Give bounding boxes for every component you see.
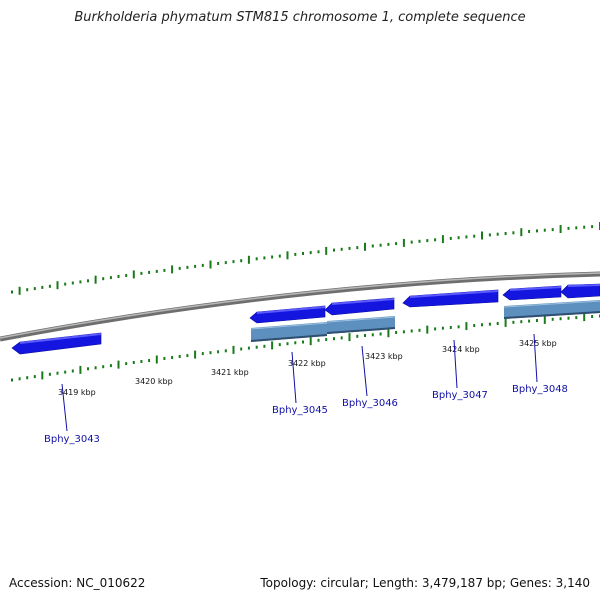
topology-summary: Topology: circular; Length: 3,479,187 bp… — [260, 576, 590, 590]
upper-tick-track — [11, 222, 600, 295]
gene-label-bphy-3047[interactable]: Bphy_3047 — [432, 390, 488, 401]
gene-arrow-next[interactable] — [560, 283, 600, 299]
gene-label-bphy-3045[interactable]: Bphy_3045 — [272, 405, 328, 416]
gene-arrow-bphy-3047[interactable] — [402, 289, 499, 308]
kbp-label-3424: 3424 kbp — [442, 345, 480, 354]
kbp-label-3420: 3420 kbp — [135, 377, 173, 386]
map-title: Burkholderia phymatum STM815 chromosome … — [74, 10, 526, 25]
accession-label: Accession: NC_010622 — [9, 576, 146, 590]
gene-arrow-bphy-3043[interactable] — [11, 332, 102, 355]
gene-track — [11, 283, 600, 355]
chromosome-backbone — [0, 271, 600, 342]
kbp-label-3422: 3422 kbp — [288, 359, 326, 368]
kbp-label-3425: 3425 kbp — [519, 339, 557, 348]
kbp-label-3421: 3421 kbp — [211, 368, 249, 377]
gene-label-bphy-3043[interactable]: Bphy_3043 — [44, 434, 100, 445]
gene-label-bphy-3046[interactable]: Bphy_3046 — [342, 398, 398, 409]
gene-label-bphy-3048[interactable]: Bphy_3048 — [512, 384, 568, 395]
kbp-label-3419: 3419 kbp — [58, 388, 96, 397]
gene-leader-lines — [61, 333, 538, 432]
kbp-label-3423: 3423 kbp — [365, 352, 403, 361]
gene-arrow-bphy-3045[interactable] — [249, 305, 326, 324]
lower-tick-track — [11, 313, 600, 382]
cds-track — [250, 300, 600, 342]
